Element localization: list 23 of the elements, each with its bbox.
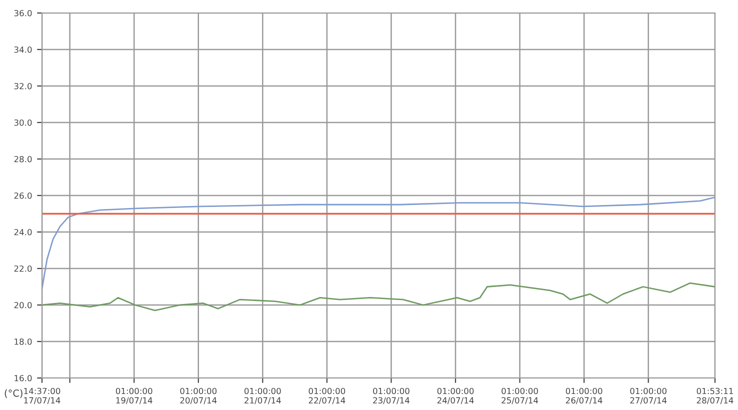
y-tick-label: 16.0	[14, 374, 32, 382]
y-tick-label: 32.0	[14, 82, 32, 90]
y-tick-label: 34.0	[14, 46, 32, 53]
y-tick-label: 36.0	[14, 10, 32, 16]
y-tick-label: 22.0	[14, 265, 32, 272]
x-tick-label: 01:00:00 21/07/14	[244, 388, 281, 404]
y-tick-label: 20.0	[14, 302, 32, 308]
x-tick-label: 01:00:00 23/07/14	[373, 388, 410, 404]
y-tick-label: 26.0	[14, 192, 32, 199]
y-tick-label: 24.0	[14, 228, 32, 236]
x-tick-label: 14:37:00 17/07/14	[24, 388, 60, 404]
x-tick-label: 01:00:00 24/07/14	[437, 388, 474, 404]
x-tick-label: 01:00:00 19/07/14	[116, 388, 152, 404]
y-tick-label: 28.0	[14, 156, 32, 162]
x-tick-label: 01:53:11 28/07/14	[696, 388, 734, 404]
x-tick-label: 01:00:00 27/07/14	[630, 388, 667, 404]
x-tick-label: 01:00:00 22/07/14	[308, 388, 346, 404]
y-tick-label: 18.0	[14, 338, 32, 345]
x-tick-label: 01:00:00 25/07/14	[502, 388, 538, 404]
y-axis-title: (°C)	[4, 389, 22, 398]
x-tick-label: 01:00:00 26/07/14	[566, 388, 602, 404]
x-tick-label: 01:00:00 20/07/14	[180, 388, 217, 404]
y-tick-label: 30.0	[14, 119, 32, 126]
